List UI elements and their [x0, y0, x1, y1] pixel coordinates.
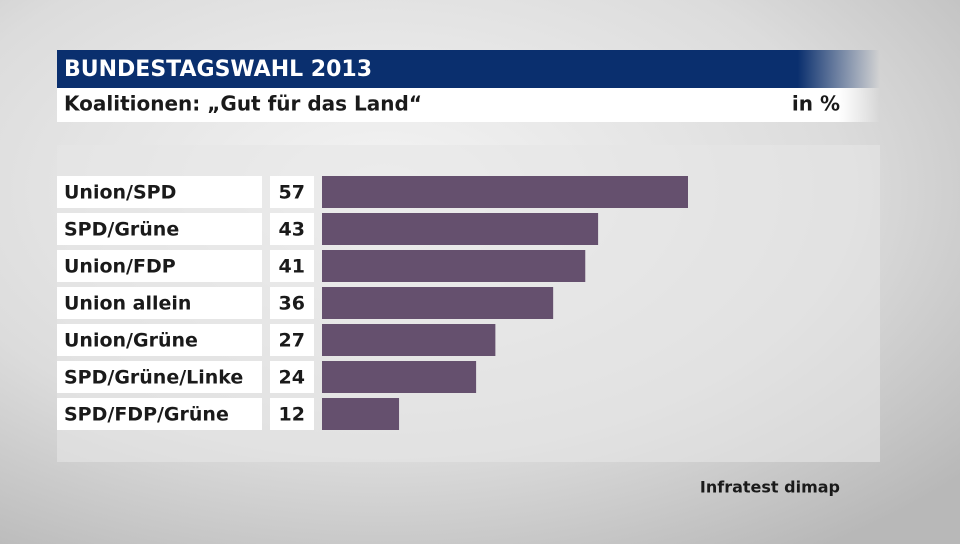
value-label: 41 — [279, 256, 305, 278]
category-label: Union/Grüne — [64, 330, 198, 352]
value-box — [270, 213, 314, 245]
chart-subtitle: Koalitionen: „Gut für das Land“ — [64, 92, 422, 116]
category-label: SPD/FDP/Grüne — [64, 404, 229, 426]
label-box — [57, 361, 262, 393]
category-label: Union allein — [64, 293, 191, 315]
bar — [322, 287, 554, 319]
bar — [322, 250, 586, 282]
value-label: 12 — [279, 404, 305, 426]
subtitle-band — [57, 88, 880, 122]
label-box — [57, 398, 262, 430]
value-box — [270, 287, 314, 319]
value-box — [270, 398, 314, 430]
bar — [322, 176, 688, 208]
bar — [322, 324, 496, 356]
value-label: 24 — [279, 367, 305, 389]
bar — [322, 361, 477, 393]
category-label: Union/FDP — [64, 256, 176, 278]
value-box — [270, 361, 314, 393]
value-label: 43 — [279, 219, 305, 241]
value-box — [270, 250, 314, 282]
category-label: Union/SPD — [64, 182, 176, 204]
label-box — [57, 176, 262, 208]
value-label: 27 — [279, 330, 305, 352]
label-box — [57, 287, 262, 319]
chart-title: BUNDESTAGSWAHL 2013 — [64, 57, 372, 82]
value-label: 57 — [279, 182, 305, 204]
unit-label: in % — [792, 92, 840, 116]
bar — [322, 398, 400, 430]
label-box — [57, 324, 262, 356]
bar — [322, 213, 599, 245]
label-box — [57, 213, 262, 245]
label-box — [57, 250, 262, 282]
value-box — [270, 176, 314, 208]
category-label: SPD/Grüne/Linke — [64, 367, 243, 389]
category-label: SPD/Grüne — [64, 219, 179, 241]
source: Infratest dimap — [700, 478, 840, 497]
header-band — [57, 50, 880, 88]
value-label: 36 — [279, 293, 305, 315]
value-box — [270, 324, 314, 356]
